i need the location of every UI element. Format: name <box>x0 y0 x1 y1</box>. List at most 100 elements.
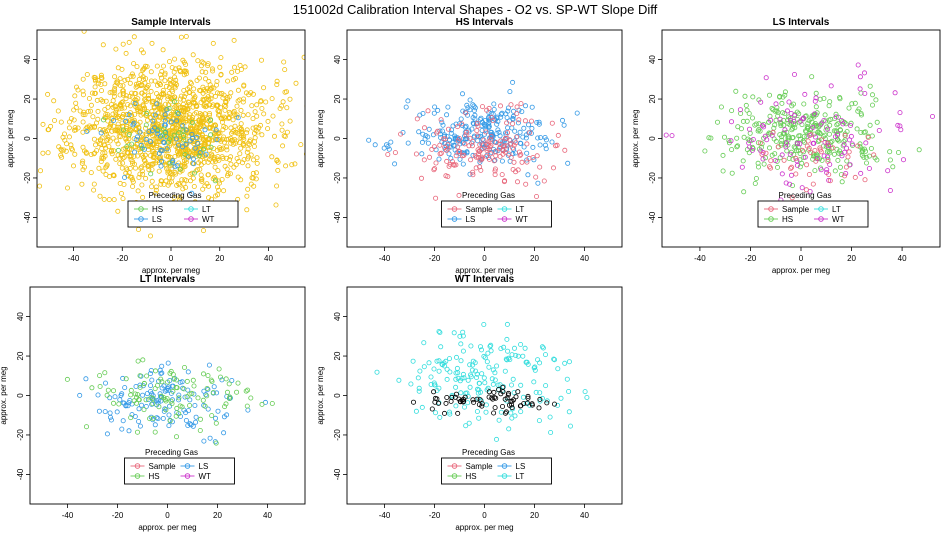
data-point <box>166 153 172 159</box>
data-point <box>244 127 250 133</box>
data-point <box>136 418 142 424</box>
data-point <box>190 175 196 181</box>
data-point <box>137 373 143 379</box>
data-point <box>231 37 237 43</box>
data-point <box>460 329 466 335</box>
data-point <box>131 34 137 40</box>
data-point <box>80 112 86 118</box>
data-point <box>135 358 141 364</box>
data-point <box>115 208 121 214</box>
data-point <box>416 385 422 391</box>
data-point <box>254 155 260 161</box>
x-tick-label: -40 <box>694 254 706 263</box>
data-point <box>228 140 234 146</box>
legend-marker <box>138 216 144 222</box>
data-point <box>582 389 588 395</box>
data-point <box>79 160 85 166</box>
data-point <box>181 108 187 114</box>
data-point <box>181 137 187 143</box>
data-point <box>115 147 121 153</box>
data-point <box>141 407 147 413</box>
data-point <box>715 119 721 125</box>
data-point <box>135 96 141 102</box>
data-point <box>837 96 843 102</box>
data-point <box>127 103 133 109</box>
data-point <box>111 118 117 124</box>
data-point <box>91 136 97 142</box>
data-point <box>819 137 825 143</box>
data-point <box>756 127 762 133</box>
data-point <box>833 111 839 117</box>
data-point <box>874 119 880 125</box>
data-point <box>549 120 555 126</box>
data-point <box>512 345 518 351</box>
data-point <box>885 168 891 174</box>
data-point <box>466 420 472 426</box>
data-point <box>808 150 814 156</box>
data-point <box>438 344 444 350</box>
data-point <box>444 112 450 118</box>
data-point <box>206 125 212 131</box>
data-point <box>773 117 779 123</box>
data-point <box>193 119 199 125</box>
data-point <box>446 356 452 362</box>
data-point <box>289 162 295 168</box>
data-point <box>372 142 378 148</box>
data-point <box>868 145 874 151</box>
data-point <box>123 376 129 382</box>
data-point <box>120 418 126 424</box>
data-point <box>729 108 735 114</box>
data-point <box>221 414 227 420</box>
data-point <box>316 181 320 185</box>
data-point <box>137 423 143 429</box>
data-point <box>219 90 225 96</box>
data-point <box>466 143 472 149</box>
data-point <box>117 180 123 186</box>
data-point <box>453 403 459 409</box>
data-point <box>226 381 232 387</box>
data-point <box>867 83 873 89</box>
data-point <box>173 413 179 419</box>
data-point <box>844 158 850 164</box>
legend-marker <box>451 216 458 222</box>
data-point <box>444 158 450 164</box>
data-point <box>126 131 132 137</box>
data-point <box>425 140 431 146</box>
data-point <box>81 30 87 34</box>
data-point <box>512 413 518 419</box>
data-point <box>56 144 62 150</box>
data-point <box>130 179 136 185</box>
data-point <box>811 131 817 137</box>
data-point <box>179 177 185 183</box>
data-point <box>214 184 220 190</box>
data-point <box>122 385 128 391</box>
data-point <box>122 174 128 180</box>
data-point <box>182 119 188 125</box>
data-point <box>832 168 838 174</box>
data-point <box>520 394 526 400</box>
data-point <box>143 403 149 409</box>
data-point <box>474 128 480 134</box>
data-point <box>280 143 286 149</box>
data-point <box>171 132 177 138</box>
data-point <box>470 397 476 403</box>
data-point <box>228 161 234 167</box>
data-point <box>104 163 110 169</box>
data-point <box>471 399 477 405</box>
data-point <box>114 409 120 415</box>
data-point <box>431 382 437 388</box>
data-point <box>431 389 437 395</box>
data-point <box>202 183 208 189</box>
data-point <box>72 127 78 133</box>
data-point <box>930 114 936 120</box>
data-point <box>453 376 459 382</box>
data-point <box>859 152 865 158</box>
data-point <box>827 99 833 105</box>
data-point <box>89 124 95 130</box>
data-point <box>31 165 35 169</box>
data-point <box>474 408 480 414</box>
data-point <box>513 394 519 400</box>
data-point <box>245 146 251 152</box>
data-point <box>492 166 498 172</box>
data-point <box>203 69 209 75</box>
